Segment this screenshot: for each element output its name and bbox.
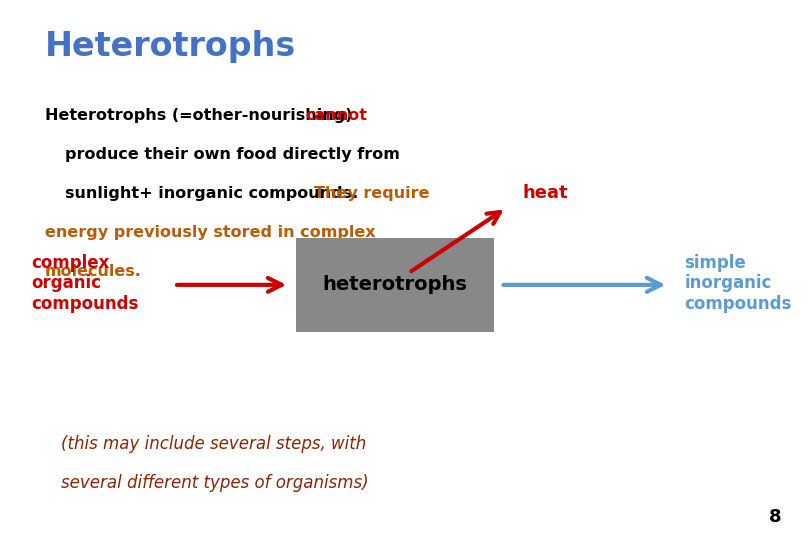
Text: produce their own food directly from: produce their own food directly from xyxy=(65,147,399,162)
Text: 8: 8 xyxy=(769,509,782,526)
Text: sunlight+ inorganic compounds.: sunlight+ inorganic compounds. xyxy=(65,186,369,201)
Text: simple
inorganic
compounds: simple inorganic compounds xyxy=(684,254,792,313)
Text: heat: heat xyxy=(522,185,568,202)
Text: Heterotrophs (=other-nourishing): Heterotrophs (=other-nourishing) xyxy=(45,108,358,123)
Bar xyxy=(296,238,494,332)
Text: cannot: cannot xyxy=(305,108,368,123)
Text: Heterotrophs: Heterotrophs xyxy=(45,30,296,63)
Text: molecules.: molecules. xyxy=(45,264,142,279)
Text: complex
organic
compounds: complex organic compounds xyxy=(31,254,139,313)
Text: energy previously stored in complex: energy previously stored in complex xyxy=(45,225,375,240)
Text: They require: They require xyxy=(314,186,430,201)
Text: several different types of organisms): several different types of organisms) xyxy=(61,474,369,491)
Text: heterotrophs: heterotrophs xyxy=(322,275,467,294)
Text: (this may include several steps, with: (this may include several steps, with xyxy=(61,435,366,453)
